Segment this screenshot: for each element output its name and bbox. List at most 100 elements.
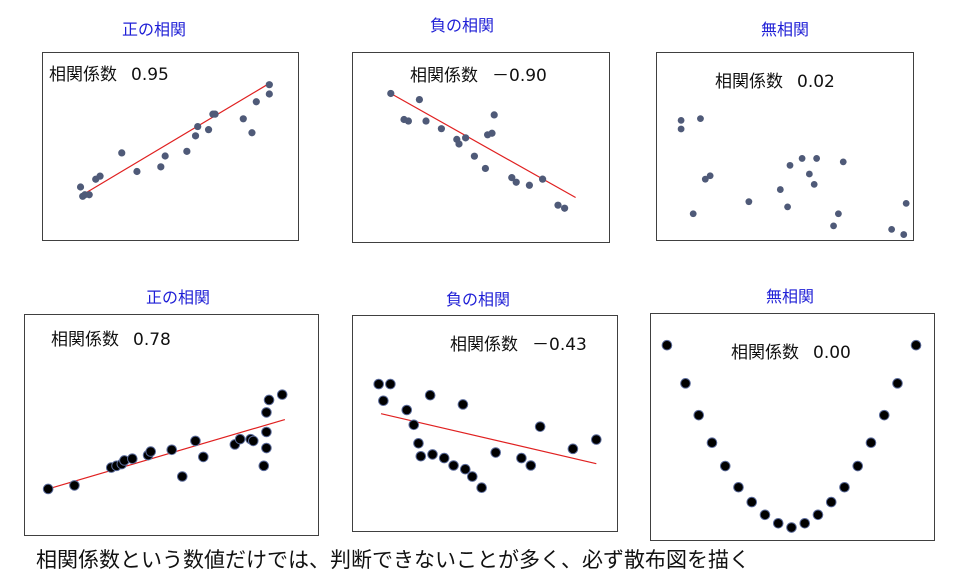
scatter-point bbox=[258, 460, 270, 472]
scatter-point bbox=[689, 210, 697, 218]
scatter-point bbox=[118, 149, 126, 157]
panel-title-1: 正の相関 bbox=[121, 20, 186, 39]
scatter-point bbox=[373, 378, 385, 390]
corr-value: －0.90 bbox=[492, 66, 547, 86]
scatter-point bbox=[385, 378, 396, 390]
scatter-point bbox=[234, 433, 246, 445]
scatter-point bbox=[467, 471, 478, 482]
scatter-point bbox=[455, 140, 463, 148]
scatter-panel-5: 相関係数 －0.43 bbox=[352, 315, 618, 532]
panel-title-6: 無相関 bbox=[765, 287, 814, 306]
scatter-point bbox=[481, 164, 489, 173]
scatter-point bbox=[900, 231, 908, 238]
scatter-point bbox=[591, 434, 602, 445]
panel-title-2: 負の相関 bbox=[429, 16, 494, 35]
scatter-point bbox=[470, 152, 478, 160]
corr-label-3: 相関係数 0.02 bbox=[715, 67, 835, 92]
scatter-point bbox=[437, 125, 445, 133]
scatter-point bbox=[813, 155, 821, 162]
scatter-point bbox=[490, 111, 498, 119]
scatter-plot-4 bbox=[42, 389, 288, 495]
scatter-point bbox=[812, 509, 824, 521]
scatter-plot-5 bbox=[373, 378, 602, 493]
scatter-point bbox=[457, 399, 469, 410]
scatter-point bbox=[902, 200, 910, 207]
scatter-point bbox=[190, 435, 201, 447]
scatter-point bbox=[204, 126, 213, 134]
scatter-point bbox=[865, 437, 877, 449]
scatter-point bbox=[401, 404, 413, 416]
scatter-point bbox=[427, 449, 438, 460]
corr-label-6: 相関係数 0.00 bbox=[731, 338, 851, 363]
scatter-point bbox=[798, 155, 806, 162]
scatter-point bbox=[554, 201, 562, 209]
scatter-point bbox=[799, 517, 811, 529]
scatter-point bbox=[176, 471, 188, 482]
scatter-panel-6: 相関係数 0.00 bbox=[650, 313, 935, 541]
scatter-point bbox=[157, 163, 165, 171]
scatter-point bbox=[415, 450, 427, 462]
scatter-point bbox=[490, 447, 501, 458]
scatter-point bbox=[677, 125, 685, 133]
scatter-plot-6 bbox=[661, 339, 922, 533]
scatter-point bbox=[701, 175, 709, 183]
scatter-point bbox=[525, 460, 537, 471]
scatter-point bbox=[525, 181, 533, 189]
scatter-point bbox=[839, 158, 847, 166]
scatter-point bbox=[561, 204, 569, 212]
scatter-point bbox=[261, 442, 272, 454]
scatter-point bbox=[211, 110, 219, 118]
scatter-plot-3 bbox=[677, 115, 910, 238]
scatter-point bbox=[677, 116, 685, 124]
corr-label-text: 相関係数 bbox=[731, 343, 799, 363]
scatter-point bbox=[892, 378, 903, 389]
scatter-point bbox=[42, 483, 54, 495]
scatter-point bbox=[145, 446, 157, 457]
scatter-point bbox=[422, 117, 430, 125]
scatter-point bbox=[516, 452, 527, 464]
scatter-point bbox=[680, 378, 691, 389]
corr-value: 0.00 bbox=[813, 343, 851, 363]
trend-line bbox=[82, 84, 268, 196]
scatter-point bbox=[413, 438, 424, 449]
corr-value: 0.95 bbox=[131, 65, 169, 85]
scatter-point bbox=[733, 481, 744, 493]
scatter-point bbox=[261, 407, 272, 418]
scatter-point bbox=[512, 178, 520, 186]
scatter-point bbox=[786, 522, 797, 533]
scatter-point bbox=[69, 480, 80, 491]
scatter-point bbox=[161, 152, 169, 160]
scatter-point bbox=[248, 129, 256, 137]
scatter-point bbox=[408, 419, 420, 431]
scatter-point bbox=[719, 460, 731, 472]
scatter-panel-4: 相関係数 0.78 bbox=[24, 314, 319, 536]
scatter-point bbox=[85, 191, 93, 199]
scatter-point bbox=[661, 339, 673, 351]
corr-value: 0.78 bbox=[133, 330, 171, 350]
trend-line bbox=[390, 92, 576, 199]
trend-line bbox=[47, 418, 286, 490]
corr-label-text: 相関係数 bbox=[410, 66, 478, 86]
scatter-point bbox=[706, 437, 718, 449]
scatter-point bbox=[888, 225, 896, 233]
scatter-point bbox=[438, 452, 450, 464]
scatter-point bbox=[706, 172, 714, 180]
scatter-point bbox=[852, 460, 864, 472]
scatter-point bbox=[252, 98, 260, 106]
scatter-point bbox=[276, 389, 288, 400]
corr-value: 0.02 bbox=[797, 72, 835, 92]
scatter-point bbox=[424, 389, 436, 401]
corr-label-text: 相関係数 bbox=[715, 72, 783, 92]
scatter-point bbox=[183, 147, 191, 155]
corr-value: －0.43 bbox=[532, 335, 587, 355]
scatter-panel-1: 相関係数 0.95 bbox=[42, 52, 299, 241]
scatter-point bbox=[534, 421, 546, 432]
scatter-point bbox=[261, 426, 272, 438]
scatter-point bbox=[378, 395, 389, 407]
scatter-point bbox=[835, 210, 842, 218]
scatter-point bbox=[247, 435, 259, 447]
scatter-point bbox=[810, 180, 818, 188]
scatter-panel-3: 相関係数 0.02 bbox=[656, 52, 914, 241]
corr-label-5: 相関係数 －0.43 bbox=[450, 330, 587, 355]
scatter-plot-1 bbox=[76, 81, 273, 200]
